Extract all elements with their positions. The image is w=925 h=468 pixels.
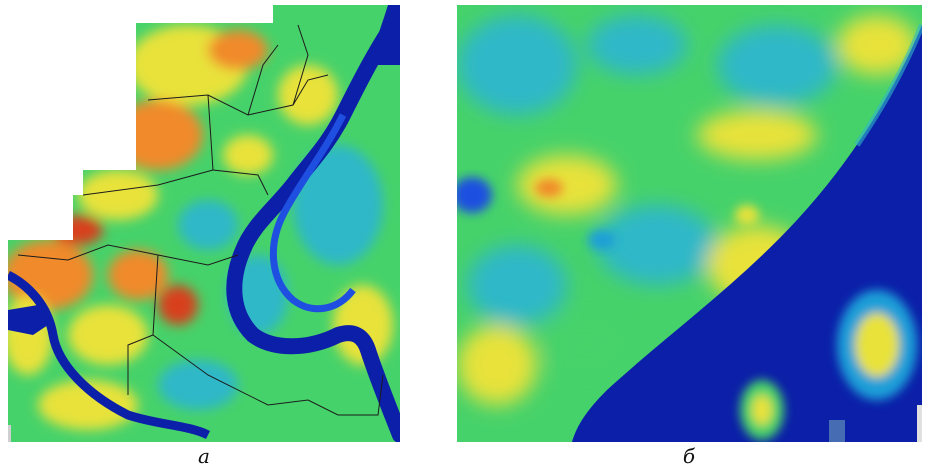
- caption-b: б: [682, 444, 696, 468]
- map-panel-a: [8, 5, 400, 442]
- heatmap-a: [8, 5, 400, 442]
- river-b: [572, 25, 922, 442]
- district-boundaries: [17, 24, 384, 416]
- heatmap-a-surface: [8, 5, 400, 442]
- heatmap-b: [457, 5, 922, 442]
- map-panel-b: [457, 5, 922, 442]
- caption-a: а: [198, 444, 210, 468]
- river: [8, 5, 400, 442]
